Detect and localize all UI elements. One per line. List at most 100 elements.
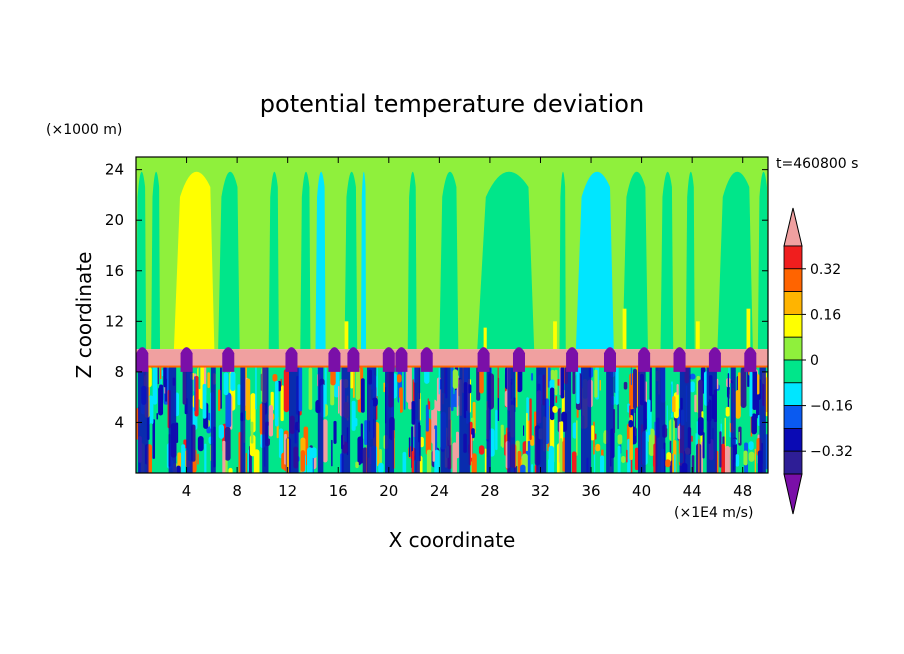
lower-cell	[552, 405, 558, 413]
plot-area	[136, 157, 768, 473]
lower-plume	[440, 366, 451, 473]
x-tick-label: 44	[683, 482, 702, 500]
lower-cell	[331, 439, 333, 467]
lower-cell	[357, 436, 364, 466]
x-axis-label: X coordinate	[389, 528, 516, 552]
lower-cell	[194, 375, 199, 417]
lower-cell	[194, 376, 196, 412]
colorbar-extend-max	[783, 207, 803, 247]
colorbar-box	[783, 245, 803, 270]
lower-plume	[637, 366, 646, 473]
lower-plume	[137, 366, 149, 473]
lower-cell	[434, 449, 440, 473]
lower-cell	[408, 437, 411, 458]
lower-plume	[459, 366, 470, 473]
x-tick-label: 8	[232, 482, 242, 500]
lower-cell	[228, 467, 233, 473]
inversion-plume	[512, 347, 525, 372]
lower-plume	[655, 366, 666, 473]
upper-streak	[300, 171, 311, 350]
colorbar-label: 0	[810, 353, 819, 369]
lower-cell	[617, 445, 621, 473]
lower-cell	[628, 420, 634, 428]
lower-cell	[735, 454, 740, 467]
lower-cell	[738, 431, 740, 444]
upper-streak	[622, 171, 648, 350]
y-tick-label: 12	[105, 312, 124, 330]
lower-cell	[725, 446, 730, 473]
lower-cell	[595, 443, 601, 452]
y-tick-label: 4	[114, 413, 124, 431]
y-axis: 4 8 12 16 20 24	[105, 161, 768, 431]
upper-streak	[685, 171, 695, 350]
lower-cell	[600, 410, 604, 434]
lower-cell	[220, 366, 222, 409]
lower-cell	[672, 396, 676, 413]
lower-cell	[360, 378, 365, 413]
lower-cell	[225, 392, 232, 428]
colorbar-label: −0.32	[810, 444, 853, 460]
upper-streak	[315, 171, 326, 350]
lower-cell	[224, 426, 231, 461]
lower-cell	[396, 374, 402, 383]
inversion-plume	[566, 347, 579, 372]
colorbar-box	[783, 405, 803, 429]
x-tick-label: 28	[480, 482, 499, 500]
lower-cell	[634, 447, 639, 471]
lower-cell	[743, 450, 748, 466]
lower-cell	[735, 389, 741, 419]
lower-plume	[168, 366, 177, 473]
x-unit-label: (×1E4 m/s)	[674, 505, 753, 521]
inversion-plume	[708, 347, 721, 372]
lower-plume	[262, 366, 269, 473]
colorbar-label: 0.16	[810, 307, 841, 323]
lower-cell	[690, 381, 695, 393]
lower-plume	[240, 366, 246, 473]
lower-cell	[300, 450, 306, 472]
lower-cell	[630, 366, 632, 386]
lower-cell	[283, 368, 290, 413]
lower-plume	[317, 366, 324, 473]
upper-streak	[407, 171, 417, 350]
upper-streak	[360, 171, 367, 350]
lower-cell	[176, 465, 181, 473]
lower-cell	[500, 424, 504, 448]
y-unit-label: (×1000 m)	[46, 122, 122, 138]
inversion-plume	[328, 347, 341, 372]
lower-cell	[218, 389, 221, 412]
lower-cell	[617, 434, 623, 445]
lower-cell	[648, 428, 655, 456]
upper-streak	[575, 171, 614, 350]
lower-cell	[495, 409, 498, 451]
lower-cell	[697, 416, 704, 436]
colorbar-box	[783, 291, 803, 315]
upper-streak	[151, 171, 161, 350]
colorbar: 0.32 0.16 0 −0.16 −0.32	[783, 207, 853, 515]
lower-cell	[432, 428, 436, 462]
lower-cell	[523, 425, 525, 436]
inversion-plume	[136, 347, 149, 372]
lower-cell	[694, 394, 698, 413]
lower-cell	[701, 441, 703, 473]
colorbar-box	[783, 313, 803, 338]
lower-cell	[364, 420, 368, 446]
colorbar-extend-min	[783, 473, 803, 515]
lower-cell	[549, 387, 555, 421]
lower-cell	[157, 367, 160, 385]
lower-cell	[471, 428, 475, 439]
lower-plume	[730, 366, 736, 473]
lower-plume	[385, 366, 395, 473]
lower-cell	[599, 379, 601, 391]
lower-cell	[218, 424, 224, 439]
inversion-plume	[222, 347, 235, 372]
lower-cell	[298, 366, 303, 412]
lower-cell	[355, 366, 361, 400]
lower-plume	[288, 366, 299, 473]
upper-streak	[660, 171, 674, 350]
colorbar-box	[783, 382, 803, 406]
lower-cell	[165, 378, 167, 402]
lower-cell	[378, 462, 384, 473]
lower-cell	[255, 366, 257, 410]
lower-cell	[333, 420, 337, 444]
lower-cell	[748, 451, 755, 462]
